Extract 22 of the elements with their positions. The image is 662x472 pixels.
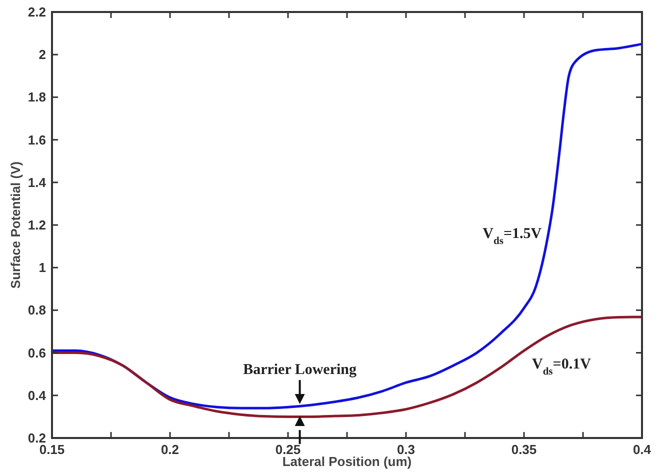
y-tick-label: 0.8 <box>28 302 46 318</box>
series-label: V$_{ds}$=0.1V <box>532 356 592 378</box>
y-tick-label: 0.4 <box>28 388 47 403</box>
y-tick-label: 2 <box>38 47 46 62</box>
line-series <box>50 42 644 410</box>
x-tick-label: 0.2 <box>160 442 180 457</box>
y-tick-label: 1.4 <box>28 174 47 190</box>
y-axis-title: Surface Potential (V) <box>8 161 23 289</box>
x-tick-label: 0.4 <box>632 442 652 457</box>
y-tick-label: 1.6 <box>28 132 46 148</box>
y-tick-label: 2.2 <box>28 4 46 20</box>
annotation: Barrier Lowering <box>243 362 358 378</box>
x-axis-title: Lateral Position (um) <box>282 454 412 469</box>
x-tick-label: 0.25 <box>275 442 301 457</box>
y-tick-label: 1 <box>38 260 46 276</box>
y-tick-label: 1.8 <box>28 90 46 105</box>
series-label: V$_{ds}$=1.5V <box>482 226 542 246</box>
line-series <box>50 316 644 418</box>
y-tick-label: 1.2 <box>28 218 46 232</box>
x-tick-label: 0.35 <box>511 442 537 457</box>
x-tick-label: 0.3 <box>396 442 416 457</box>
y-tick-label: 0.6 <box>28 345 46 360</box>
